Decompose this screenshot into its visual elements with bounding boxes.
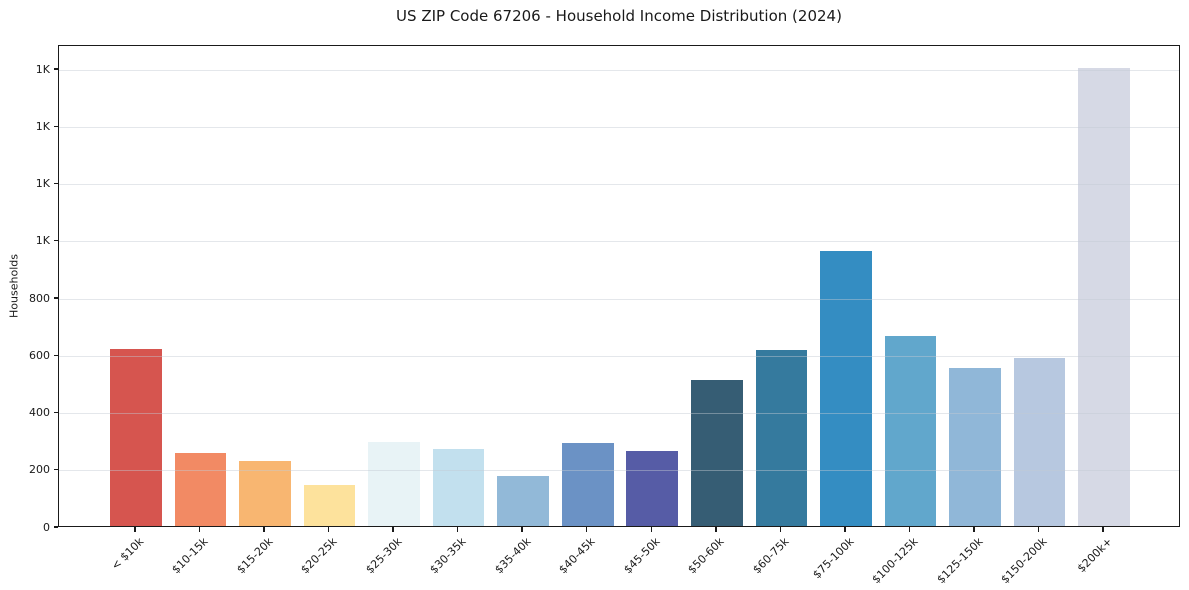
horizontal-gridline <box>59 126 1179 128</box>
x-tick-mark <box>973 527 975 532</box>
x-tick-mark <box>521 527 523 532</box>
y-tick-label: 1K <box>35 234 50 248</box>
x-tick-label: $45-50k <box>621 535 663 577</box>
bar-$60-75k <box>755 349 808 526</box>
horizontal-gridline <box>59 470 1179 472</box>
plot-area <box>58 45 1180 527</box>
chart-title: US ZIP Code 67206 - Household Income Dis… <box>396 7 842 25</box>
x-tick-mark <box>715 527 717 532</box>
x-tick-mark <box>779 527 782 532</box>
y-tick-label: 1K <box>35 119 50 133</box>
bar-$10-15k <box>174 452 227 526</box>
y-axis-label: Households <box>7 254 21 318</box>
y-tick-mark <box>53 469 58 471</box>
y-tick-label: 1K <box>35 177 50 191</box>
bar-$150-200k <box>1013 358 1066 526</box>
bar-< $10k <box>110 348 162 526</box>
y-tick-label: 200 <box>29 463 50 477</box>
horizontal-gridline <box>59 184 1179 186</box>
bar-$30-35k <box>432 449 485 526</box>
bar-$15-20k <box>239 461 291 526</box>
x-tick-label: $30-35k <box>427 535 469 577</box>
x-tick-label: $40-45k <box>556 535 598 577</box>
x-tick-label: $35-40k <box>492 535 534 577</box>
bar-$200k+ <box>1078 68 1130 526</box>
y-tick-mark <box>53 240 58 242</box>
bar-$125-150k <box>949 368 1001 526</box>
y-tick-label: 0 <box>43 520 50 534</box>
x-tick-mark <box>908 527 911 532</box>
y-tick-label: 1K <box>35 62 50 76</box>
bar-$100-125k <box>884 336 937 526</box>
x-tick-mark <box>650 527 652 532</box>
bar-$75-100k <box>820 251 872 526</box>
x-tick-label: $25-30k <box>362 535 405 577</box>
y-tick-mark <box>53 68 58 70</box>
bar-$20-25k <box>303 484 356 526</box>
horizontal-gridline <box>59 298 1179 300</box>
y-tick-label: 600 <box>29 348 50 362</box>
x-tick-label: $200k+ <box>1074 535 1115 576</box>
y-tick-mark <box>53 354 58 356</box>
x-tick-label: $100-125k <box>869 535 921 587</box>
y-tick-label: 800 <box>29 291 50 305</box>
x-tick-mark <box>198 527 201 532</box>
x-tick-mark <box>263 527 265 532</box>
y-tick-label: 400 <box>29 406 50 419</box>
x-tick-label: $50-60k <box>685 535 728 577</box>
x-tick-label: $75-100k <box>809 535 857 582</box>
x-tick-label: $10-15k <box>169 535 211 577</box>
horizontal-gridline <box>59 69 1179 71</box>
x-tick-label: $20-25k <box>298 535 340 577</box>
bar-$40-45k <box>561 443 614 526</box>
bar-$45-50k <box>626 451 679 526</box>
x-tick-label: $60-75k <box>750 535 792 577</box>
bar-$50-60k <box>691 380 743 526</box>
x-tick-mark <box>1102 527 1104 532</box>
x-tick-label: $150-200k <box>998 535 1050 587</box>
bar-$25-30k <box>368 442 420 526</box>
horizontal-gridline <box>59 241 1179 243</box>
x-tick-mark <box>456 527 459 532</box>
x-tick-label: $15-20k <box>233 535 276 577</box>
x-tick-label: $125-150k <box>934 535 986 587</box>
y-tick-mark <box>53 526 58 528</box>
x-tick-mark <box>844 527 846 532</box>
y-tick-mark <box>53 182 58 185</box>
y-tick-mark <box>53 297 58 299</box>
y-tick-mark <box>53 411 58 414</box>
y-tick-mark <box>53 125 58 127</box>
x-tick-label: < $10k <box>108 535 147 573</box>
x-tick-mark <box>327 527 330 532</box>
bar-$35-40k <box>497 475 549 526</box>
x-tick-mark <box>1037 527 1040 532</box>
x-tick-mark <box>392 527 394 532</box>
horizontal-gridline <box>59 413 1179 414</box>
x-tick-mark <box>134 527 136 532</box>
horizontal-gridline <box>59 355 1179 357</box>
x-tick-mark <box>586 527 588 532</box>
